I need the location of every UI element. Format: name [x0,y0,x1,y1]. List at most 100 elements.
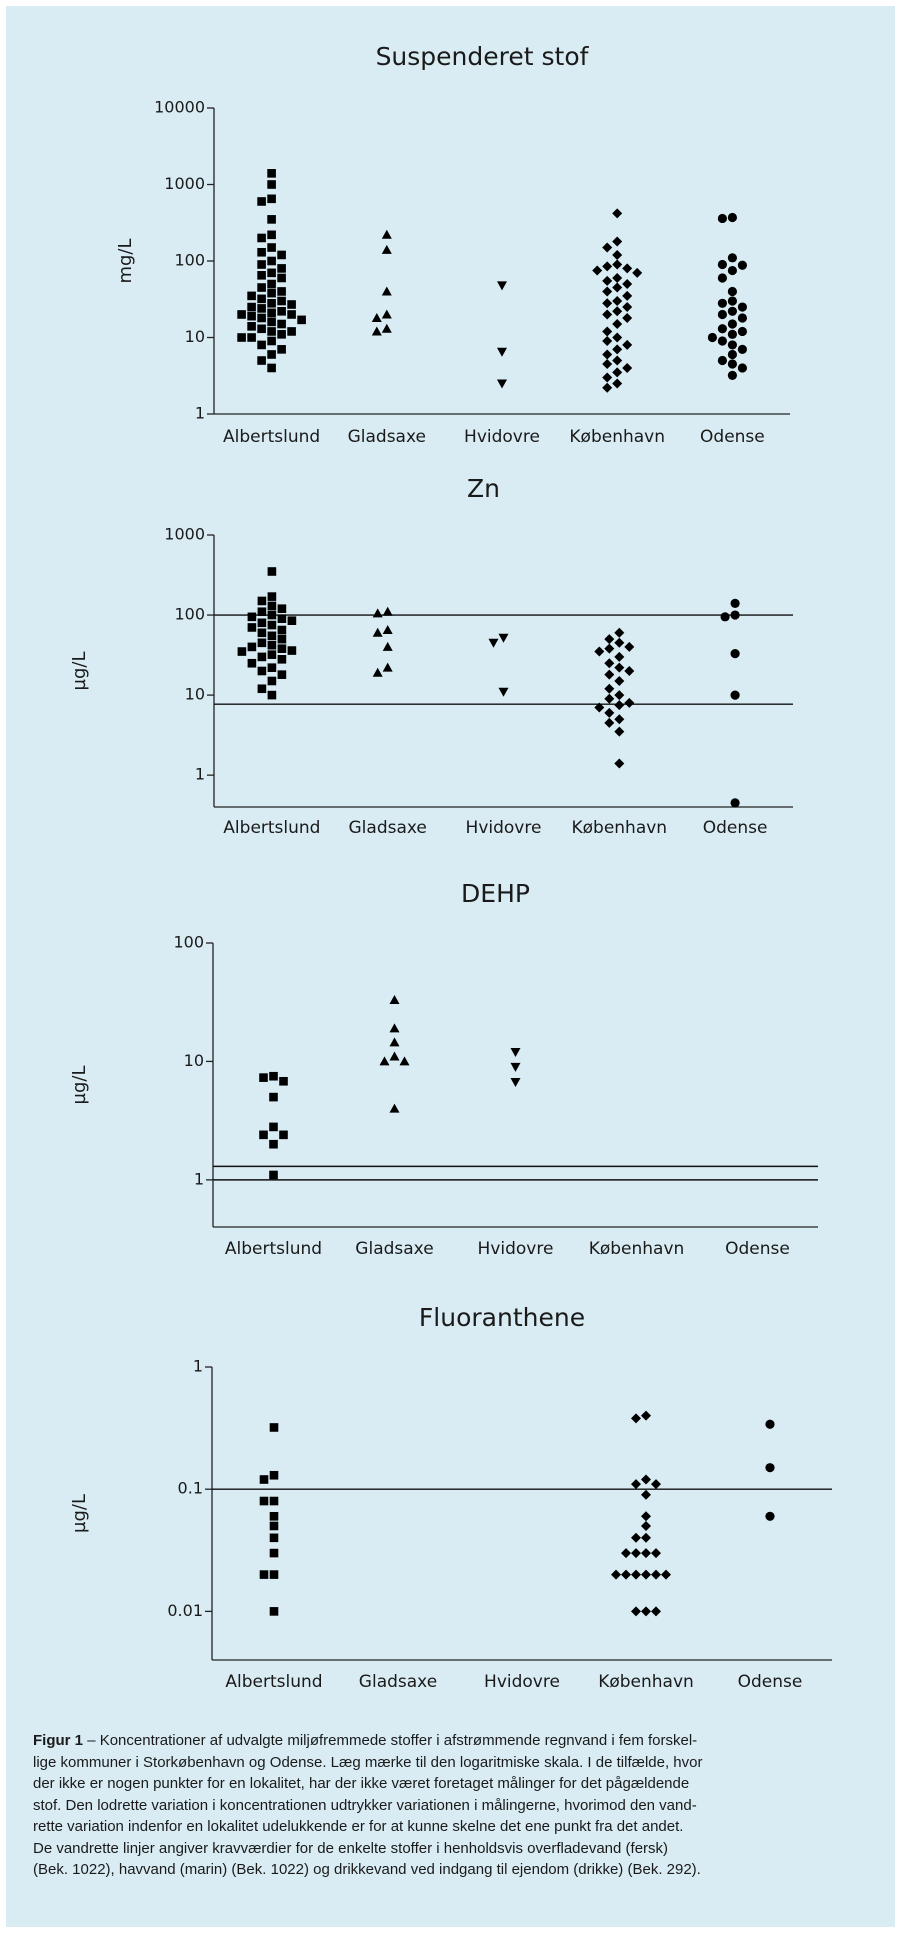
y-tick-label: 10 [185,327,205,346]
caption-text: – Koncentrationer af udvalgte miljøfremm… [87,1732,698,1749]
point [269,1511,279,1521]
point [641,1532,651,1543]
y-tick-label: 1000 [164,525,205,544]
point [602,326,613,337]
point [381,244,392,254]
x-tick-label: Gladsaxe [355,1239,433,1259]
caption: Figur 1 – Koncentrationer af udvalgte mi… [33,1730,883,1881]
caption-line: (Bek. 1022), havvand (marin) (Bek. 1022)… [33,1859,883,1881]
point [641,1489,651,1500]
point [631,1606,641,1617]
point [727,296,738,306]
x-tick-label: Hvidovre [464,427,540,447]
point [257,638,267,648]
caption-text: der ikke er nogen punkter for en lokalit… [33,1775,690,1792]
point [257,607,267,617]
point [379,1056,390,1066]
point [602,286,613,297]
point [727,340,738,350]
point [267,308,276,318]
point [247,302,256,312]
point [257,596,267,606]
point [267,676,277,686]
x-tick-label: Hvidovre [466,818,542,838]
point [614,690,625,701]
point [614,700,625,711]
point [257,260,266,269]
point [257,666,267,676]
point [237,647,247,656]
y-tick-label: 1 [195,765,205,784]
point [267,194,276,204]
point [277,625,287,635]
point [259,1496,269,1506]
point [604,707,615,718]
point [269,1092,278,1102]
point [267,279,276,289]
x-tick-label: Albertslund [225,1672,322,1692]
caption-text: stof. Den lodrette variation i koncentra… [33,1796,697,1814]
y-tick-label: 10000 [154,98,205,117]
point [612,332,623,343]
point [622,312,633,323]
point [727,306,738,316]
x-tick-label: Hvidovre [484,1672,560,1692]
point [720,612,730,622]
point [277,264,286,273]
y-tick-label: 1000 [164,174,205,193]
x-tick-label: København [569,427,665,447]
chart-title: DEHP [461,879,530,908]
point [371,312,382,322]
point [707,332,718,343]
point [717,336,728,346]
point [498,633,509,643]
point [257,283,266,292]
caption-text: lige kommuner i Storkøbenhavn og Odense.… [33,1753,703,1771]
x-tick-label: Albertslund [223,818,320,838]
point [247,658,257,668]
point [612,259,623,270]
point [765,1511,775,1521]
point [604,658,615,669]
point [717,273,728,283]
point [614,714,625,725]
point [727,212,738,223]
point [269,1122,278,1132]
point [267,592,277,601]
point [622,279,633,290]
chart-title: Zn [467,474,500,503]
caption-text: De vandrette linjer angiver kravværdier … [33,1839,669,1857]
x-tick-label: Odense [725,1239,790,1259]
point [267,230,276,240]
point [277,604,287,614]
x-tick-label: Hvidovre [478,1239,554,1259]
x-tick-label: København [589,1239,685,1259]
point [612,296,623,307]
point [602,336,613,347]
point [267,631,277,641]
point [612,208,623,219]
point [257,340,266,350]
point [269,1496,279,1506]
y-axis-label: mg/L [115,238,136,283]
point [604,669,615,680]
point [267,288,276,298]
point [594,702,605,713]
point [269,1170,278,1180]
point [269,1423,279,1432]
caption-line: Figur 1 – Koncentrationer af udvalgte mi… [33,1730,883,1752]
point [389,1023,400,1033]
point [510,1062,521,1072]
point [602,372,613,383]
point [602,359,613,370]
point [727,319,738,329]
point [277,319,286,329]
point [651,1606,661,1617]
point [497,379,507,389]
point [277,345,286,354]
caption-line: lige kommuner i Storkøbenhavn og Odense.… [33,1752,883,1774]
y-axis-label: µg/L [69,1066,90,1105]
point [604,634,615,645]
caption-label: Figur 1 [33,1732,84,1749]
point [727,329,738,339]
